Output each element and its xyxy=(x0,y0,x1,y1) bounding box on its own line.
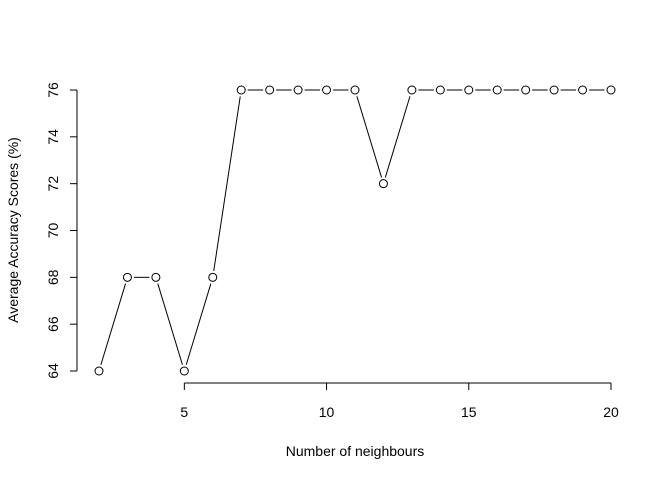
x-axis: 5 10 15 20 xyxy=(180,382,619,420)
y-axis: 64 66 68 70 72 74 76 xyxy=(45,82,78,379)
data-point xyxy=(179,366,189,376)
series-segment xyxy=(213,96,241,271)
data-point xyxy=(208,272,218,282)
data-point xyxy=(435,85,445,95)
data-point xyxy=(578,85,588,95)
data-point xyxy=(549,85,559,95)
data-point xyxy=(236,85,246,95)
data-point xyxy=(94,366,104,376)
y-axis-title: Average Accuracy Scores (%) xyxy=(5,137,21,323)
y-tick-label: 74 xyxy=(45,129,61,145)
x-tick-label: 20 xyxy=(603,404,619,420)
series-layer xyxy=(94,85,616,376)
x-axis-title: Number of neighbours xyxy=(286,443,425,459)
data-point xyxy=(521,85,531,95)
x-tick-label: 5 xyxy=(180,404,188,420)
data-point xyxy=(407,85,417,95)
data-point xyxy=(293,85,303,95)
data-point xyxy=(265,85,275,95)
data-point xyxy=(151,272,161,282)
y-tick-label: 76 xyxy=(45,82,61,98)
series-segment xyxy=(356,96,383,178)
data-point xyxy=(492,85,502,95)
x-tick-label: 15 xyxy=(461,404,477,420)
x-tick-label: 10 xyxy=(319,404,335,420)
data-point xyxy=(378,179,388,189)
data-point xyxy=(322,85,332,95)
series-segment xyxy=(384,96,411,178)
y-tick-label: 64 xyxy=(45,363,61,379)
data-point xyxy=(464,85,474,95)
y-tick-label: 70 xyxy=(45,223,61,239)
series-segment xyxy=(185,283,212,365)
data-point xyxy=(122,272,132,282)
y-tick-label: 68 xyxy=(45,269,61,285)
y-tick-label: 72 xyxy=(45,176,61,192)
series-segment xyxy=(157,283,183,365)
data-point xyxy=(350,85,360,95)
series-segment xyxy=(100,283,127,365)
y-tick-label: 66 xyxy=(45,316,61,332)
data-point xyxy=(606,85,616,95)
